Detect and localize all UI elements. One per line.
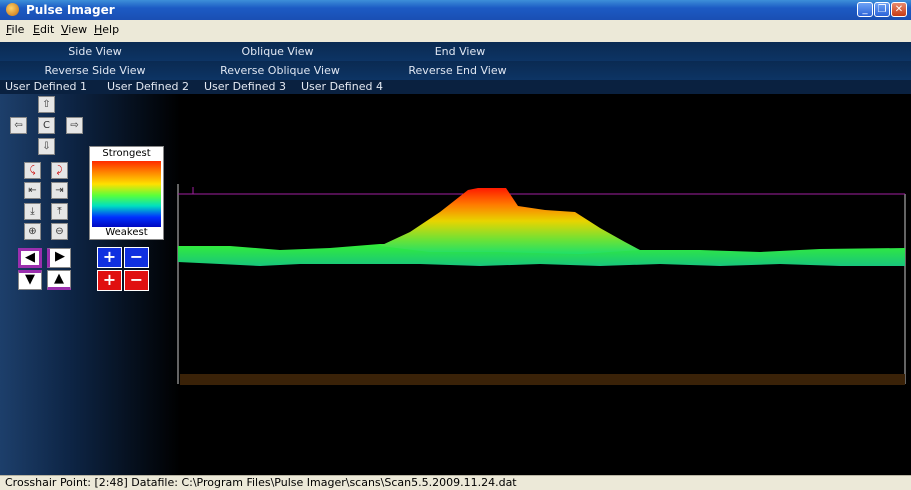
arrow-down-icon: ⇩ [42, 141, 51, 152]
shift-up-button[interactable]: ▲ [47, 270, 71, 290]
reverse-end-view-button[interactable]: Reverse End View [408, 64, 507, 77]
side-view-button[interactable]: Side View [68, 45, 122, 58]
window-title: Pulse Imager [26, 3, 115, 17]
status-text: Crosshair Point: [2:48] Datafile: C:\Pro… [5, 476, 517, 489]
arrow-left-icon: ⇦ [14, 120, 23, 131]
pan-down-button[interactable]: ⇩ [38, 138, 55, 155]
pan-up-button[interactable]: ⇧ [38, 96, 55, 113]
subsurface-layer [180, 374, 905, 385]
user-defined-3-button[interactable]: User Defined 3 [204, 80, 286, 93]
move-up-icon: ⤒ [57, 206, 62, 217]
menu-help[interactable]: Help [94, 23, 120, 36]
pan-right-button[interactable]: ⇨ [66, 117, 83, 134]
pan-left-button[interactable]: ⇦ [10, 117, 27, 134]
menu-file[interactable]: File [6, 23, 25, 36]
user-view-toolbar: User Defined 1 User Defined 2 User Defin… [0, 80, 911, 94]
step-back-button[interactable]: ⇤ [24, 182, 41, 199]
app-icon [6, 3, 19, 16]
end-view-button[interactable]: End View [434, 45, 486, 58]
rotate-right-button[interactable]: ⤸ [51, 162, 68, 179]
legend-strongest: Strongest [102, 148, 151, 159]
legend-gradient [92, 161, 161, 227]
blue-plus-button[interactable]: + [97, 247, 122, 268]
menu-view[interactable]: View [61, 23, 88, 36]
ground-band [178, 242, 905, 266]
status-bar: Crosshair Point: [2:48] Datafile: C:\Pro… [0, 475, 911, 490]
red-minus-button[interactable]: − [124, 270, 149, 291]
step-forward-button[interactable]: ⇥ [51, 182, 68, 199]
rotate-right-icon: ⤸ [56, 165, 63, 176]
shift-left-button[interactable]: ◀ [18, 248, 42, 268]
zoom-in-button[interactable]: ⊕ [24, 223, 41, 240]
arrow-right-icon: ⇨ [70, 120, 79, 131]
scan-plot[interactable] [0, 94, 911, 475]
arrow-left-icon: ◀ [25, 250, 35, 265]
move-down-button[interactable]: ⤓ [24, 203, 41, 220]
reverse-view-toolbar: Reverse Side View Reverse Oblique View R… [0, 61, 911, 81]
shift-down-button[interactable]: ▼ [18, 270, 42, 290]
user-defined-1-button[interactable]: User Defined 1 [5, 80, 87, 93]
user-defined-4-button[interactable]: User Defined 4 [301, 80, 383, 93]
rotate-left-button[interactable]: ⤹ [24, 162, 41, 179]
signal-legend: Strongest Weakest [89, 146, 164, 240]
view-toolbar: Side View Oblique View End View [0, 42, 911, 62]
menu-bar: File Edit View Help [0, 20, 911, 38]
zoom-out-button[interactable]: ⊖ [51, 223, 68, 240]
center-button[interactable]: C [38, 117, 55, 134]
oblique-view-button[interactable]: Oblique View [241, 45, 314, 58]
menu-edit[interactable]: Edit [33, 23, 55, 36]
step-forward-icon: ⇥ [55, 185, 64, 196]
blue-minus-button[interactable]: − [124, 247, 149, 268]
zoom-out-icon: ⊖ [55, 226, 64, 237]
minimize-button[interactable]: _ [857, 2, 873, 17]
reverse-side-view-button[interactable]: Reverse Side View [44, 64, 146, 77]
reverse-oblique-view-button[interactable]: Reverse Oblique View [220, 64, 340, 77]
restore-button[interactable]: ❐ [874, 2, 890, 17]
arrow-up-icon: ▲ [54, 271, 64, 286]
viewport[interactable]: ⇧ ⇦ C ⇨ ⇩ ⤹ ⤸ ⇤ ⇥ ⤓ ⤒ ⊕ ⊖ ◀ ▶ ▼ ▲ Strong… [0, 94, 911, 475]
title-bar: Pulse Imager _ ❐ ✕ [0, 0, 911, 20]
zoom-in-icon: ⊕ [28, 226, 37, 237]
move-up-button[interactable]: ⤒ [51, 203, 68, 220]
red-plus-button[interactable]: + [97, 270, 122, 291]
control-panel: ⇧ ⇦ C ⇨ ⇩ ⤹ ⤸ ⇤ ⇥ ⤓ ⤒ ⊕ ⊖ ◀ ▶ ▼ ▲ Strong… [0, 94, 180, 475]
shift-right-button[interactable]: ▶ [47, 248, 71, 268]
user-defined-2-button[interactable]: User Defined 2 [107, 80, 189, 93]
legend-weakest: Weakest [105, 227, 148, 238]
arrow-up-icon: ⇧ [42, 99, 51, 110]
close-button[interactable]: ✕ [891, 2, 907, 17]
step-back-icon: ⇤ [28, 185, 37, 196]
move-down-icon: ⤓ [30, 206, 35, 217]
rotate-left-icon: ⤹ [29, 165, 36, 176]
signal-mound [380, 188, 640, 254]
arrow-down-icon: ▼ [25, 272, 35, 287]
arrow-right-icon: ▶ [55, 249, 65, 264]
